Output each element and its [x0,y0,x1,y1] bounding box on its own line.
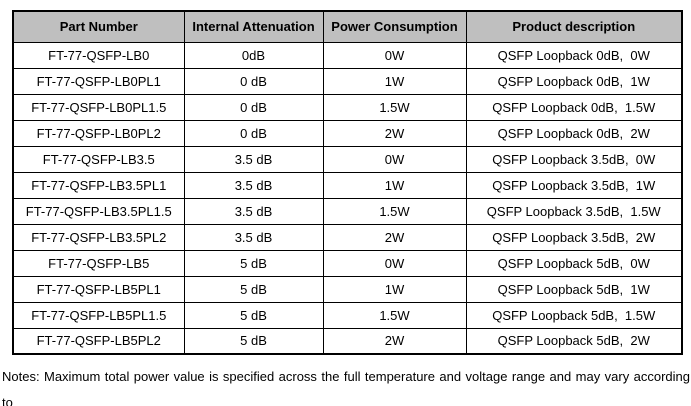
table-row: FT-77-QSFP-LB0PL1.5 0 dB 1.5W QSFP Loopback… [12,93,683,121]
power-consumption-cell: 2W [322,327,467,355]
table-row: FT-77-QSFP-LB5PL1 5 dB 1W QSFP Loopback 5dB… [12,275,683,303]
power-consumption-cell: 0W [322,41,467,69]
attenuation-cell: 5 dB [183,275,324,303]
part-number-cell: FT-77-QSFP-LB5PL1 [12,275,185,303]
column-header-product-description: Product description [465,10,683,43]
attenuation-cell: 0 dB [183,119,324,147]
notes-line-1: Notes: Maximum total power value is spec… [2,369,690,406]
part-number-cell: FT-77-QSFP-LB5PL2 [12,327,185,355]
attenuation-cell: 3.5 dB [183,223,324,251]
column-header-power-consumption: Power Consumption [322,10,467,43]
table-row: FT-77-QSFP-LB3.5 3.5 dB 0W QSFP Loopback 3.… [12,145,683,173]
table-row: FT-77-QSFP-LB0PL2 0 dB 2W QSFP Loopback 0dB… [12,119,683,147]
table-row: FT-77-QSFP-LB0PL1 0 dB 1W QSFP Loopback 0dB… [12,67,683,95]
description-cell: QSFP Loopback 0dB, 1W [465,67,683,95]
power-consumption-cell: 2W [322,223,467,251]
table-row: FT-77-QSFP-LB3.5PL1 3.5 dB 1W QSFP Loopback… [12,171,683,199]
description-cell: QSFP Loopback 5dB, 1W [465,275,683,303]
part-number-cell: FT-77-QSFP-LB3.5PL1 [12,171,185,199]
table-row: FT-77-QSFP-LB5PL1.5 5 dB 1.5W QSFP Loopback… [12,301,683,329]
table-row: FT-77-QSFP-LB0 0dB 0W QSFP Loopback 0dB, 0W [12,41,683,69]
table-row: FT-77-QSFP-LB5 5 dB 0W QSFP Loopback 5dB, 0… [12,249,683,277]
part-number-cell: FT-77-QSFP-LB3.5 [12,145,185,173]
table-header-row: Part Number Internal Attenuation Power C… [12,10,683,43]
part-number-cell: FT-77-QSFP-LB5 [12,249,185,277]
column-header-part-number: Part Number [12,10,185,43]
attenuation-cell: 5 dB [183,301,324,329]
description-cell: QSFP Loopback 3.5dB, 1W [465,171,683,199]
attenuation-cell: 3.5 dB [183,197,324,225]
table-row: FT-77-QSFP-LB3.5PL2 3.5 dB 2W QSFP Loopback… [12,223,683,251]
attenuation-cell: 0dB [183,41,324,69]
part-number-cell: FT-77-QSFP-LB0 [12,41,185,69]
part-number-cell: FT-77-QSFP-LB0PL1.5 [12,93,185,121]
description-cell: QSFP Loopback 5dB, 1.5W [465,301,683,329]
attenuation-cell: 3.5 dB [183,171,324,199]
part-number-cell: FT-77-QSFP-LB0PL1 [12,67,185,95]
part-number-cell: FT-77-QSFP-LB0PL2 [12,119,185,147]
power-consumption-cell: 0W [322,249,467,277]
table-row: FT-77-QSFP-LB3.5PL1.5 3.5 dB 1.5W QSFP Loop… [12,197,683,225]
table-body: FT-77-QSFP-LB0 0dB 0W QSFP Loopback 0dB, 0W… [12,41,683,355]
power-consumption-cell: 1.5W [322,197,467,225]
attenuation-cell: 5 dB [183,327,324,355]
attenuation-cell: 0 dB [183,67,324,95]
notes: Notes: Maximum total power value is spec… [2,364,690,406]
description-cell: QSFP Loopback 3.5dB, 1.5W [465,197,683,225]
power-consumption-cell: 1W [322,67,467,95]
description-cell: QSFP Loopback 5dB, 0W [465,249,683,277]
description-cell: QSFP Loopback 3.5dB, 2W [465,223,683,251]
part-number-cell: FT-77-QSFP-LB3.5PL1.5 [12,197,185,225]
description-cell: QSFP Loopback 0dB, 1.5W [465,93,683,121]
column-header-internal-attenuation: Internal Attenuation [183,10,324,43]
attenuation-cell: 3.5 dB [183,145,324,173]
power-consumption-cell: 1W [322,171,467,199]
table-row: FT-77-QSFP-LB5PL2 5 dB 2W QSFP Loopback 5dB… [12,327,683,355]
power-consumption-cell: 0W [322,145,467,173]
attenuation-cell: 5 dB [183,249,324,277]
part-number-cell: FT-77-QSFP-LB3.5PL2 [12,223,185,251]
product-spec-table: Part Number Internal Attenuation Power C… [12,10,683,355]
description-cell: QSFP Loopback 5dB, 2W [465,327,683,355]
description-cell: QSFP Loopback 0dB, 2W [465,119,683,147]
description-cell: QSFP Loopback 3.5dB, 0W [465,145,683,173]
power-consumption-cell: 1.5W [322,93,467,121]
power-consumption-cell: 2W [322,119,467,147]
description-cell: QSFP Loopback 0dB, 0W [465,41,683,69]
power-consumption-cell: 1W [322,275,467,303]
part-number-cell: FT-77-QSFP-LB5PL1.5 [12,301,185,329]
power-consumption-cell: 1.5W [322,301,467,329]
attenuation-cell: 0 dB [183,93,324,121]
